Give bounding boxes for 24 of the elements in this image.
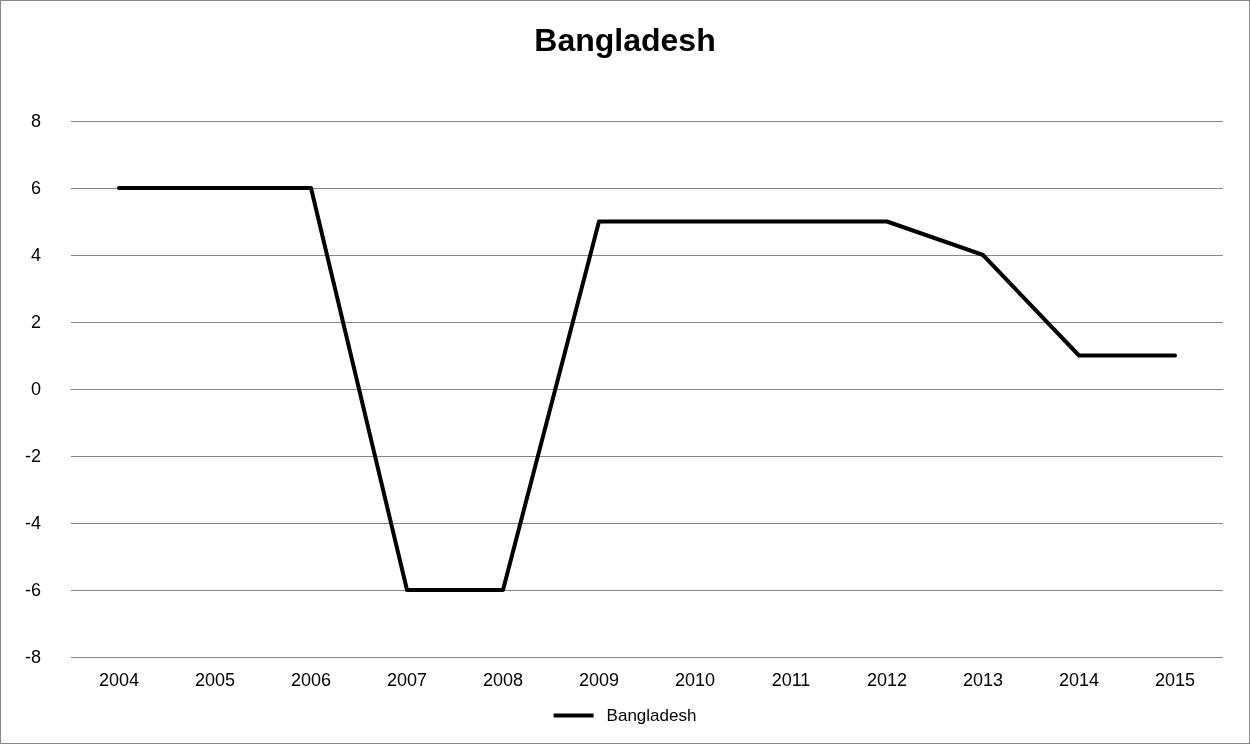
x-tick-label: 2014 — [1058, 670, 1100, 690]
x-tick-label: 2010 — [674, 670, 716, 690]
x-tick-label: 2004 — [98, 670, 140, 690]
x-tick-label: 2015 — [1154, 670, 1196, 690]
chart-title: Bangladesh — [534, 22, 716, 58]
x-tick-label: 2012 — [866, 670, 908, 690]
y-tick-label: -2 — [24, 446, 41, 466]
y-tick-label: 0 — [30, 379, 41, 399]
legend-label: Bangladesh — [606, 706, 697, 725]
x-tick-label: 2013 — [962, 670, 1004, 690]
y-tick-label: -4 — [24, 513, 41, 533]
y-tick-label: 4 — [30, 245, 41, 265]
x-tick-label: 2011 — [771, 670, 811, 690]
x-tick-label: 2009 — [578, 670, 620, 690]
x-tick-label: 2007 — [386, 670, 428, 690]
line-series — [117, 186, 1177, 592]
x-tick-label: 2008 — [482, 670, 524, 690]
y-tick-label: 6 — [30, 178, 41, 198]
x-tick-label: 2006 — [290, 670, 332, 690]
y-tick-label: -6 — [24, 580, 41, 600]
y-tick-label: 2 — [30, 312, 41, 332]
x-tick-label: 2005 — [194, 670, 236, 690]
y-tick-label: 8 — [30, 111, 41, 131]
y-tick-label: -8 — [24, 647, 41, 667]
